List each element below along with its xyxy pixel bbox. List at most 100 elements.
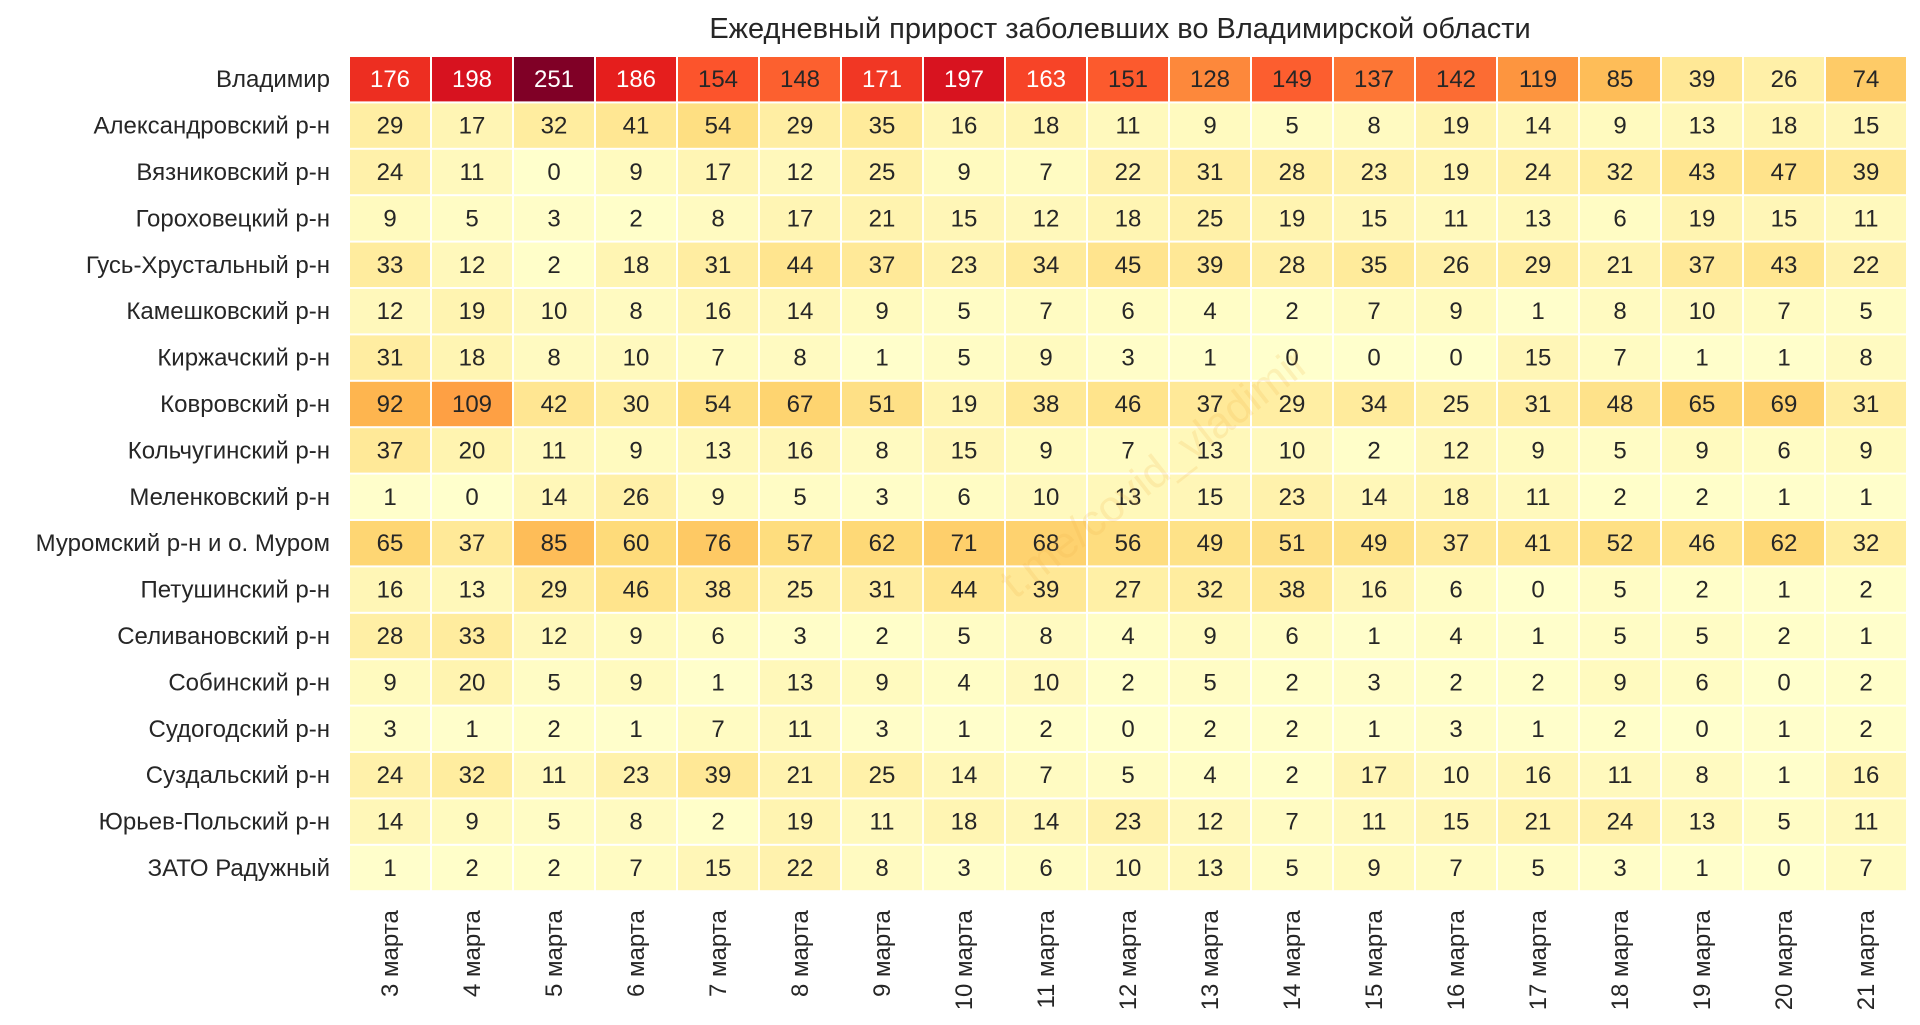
cell-value-label: 28: [377, 623, 404, 650]
cell-value-label: 2: [1367, 437, 1380, 464]
heatmap-cell: [678, 149, 758, 195]
cell-value-label: 29: [541, 577, 568, 604]
heatmap-cell: [350, 428, 430, 473]
cell-value-label: 1: [1777, 577, 1790, 604]
heatmap-cell: [1744, 57, 1824, 102]
heatmap-cell: [1088, 474, 1168, 519]
heatmap-cell: [1170, 196, 1250, 241]
heatmap-cell: [842, 845, 922, 891]
heatmap-cell: [760, 289, 840, 334]
cell-value-label: 85: [541, 530, 568, 557]
cell-value-label: 4: [957, 669, 970, 696]
cell-value-label: 2: [1859, 669, 1872, 696]
column-label: 20 марта: [1771, 910, 1798, 1011]
cell-value-label: 12: [377, 298, 404, 325]
cell-value-label: 1: [1531, 716, 1544, 743]
heatmap-cell: [1252, 242, 1332, 287]
cell-value-label: 9: [711, 484, 724, 511]
cell-value-label: 46: [623, 577, 650, 604]
cell-value-label: 25: [787, 577, 814, 604]
heatmap-cell: [1088, 381, 1168, 427]
cell-value-label: 2: [1449, 669, 1462, 696]
cell-value-label: 5: [957, 345, 970, 372]
cell-value-label: 39: [1853, 159, 1880, 186]
row-label: Ковровский р-н: [160, 391, 330, 418]
cell-value-label: 38: [1279, 577, 1306, 604]
cell-value-label: 0: [1121, 716, 1134, 743]
heatmap-cell: [1170, 706, 1250, 751]
heatmap-cell: [1170, 753, 1250, 798]
cell-value-label: 15: [951, 205, 978, 232]
heatmap-cell: [842, 428, 922, 473]
heatmap-cell: [924, 660, 1004, 705]
heatmap-cell: [1662, 335, 1742, 380]
cell-value-label: 8: [629, 809, 642, 836]
heatmap-cell: [596, 149, 676, 195]
cell-value-label: 4: [1121, 623, 1134, 650]
cell-value-label: 14: [951, 762, 978, 789]
cell-value-label: 15: [1197, 484, 1224, 511]
cell-value-label: 54: [705, 113, 732, 140]
heatmap-cell: [1252, 149, 1332, 195]
column-label: 3 марта: [377, 910, 404, 997]
column-label: 14 марта: [1279, 910, 1306, 1011]
heatmap-cell: [924, 428, 1004, 473]
cell-value-label: 19: [459, 298, 486, 325]
cell-value-label: 1: [711, 669, 724, 696]
heatmap-cell: [1826, 103, 1906, 148]
cell-value-label: 7: [1121, 437, 1134, 464]
heatmap-cell: [1006, 242, 1086, 287]
heatmap-cell: [1498, 57, 1578, 102]
heatmap-cell: [1006, 57, 1086, 102]
heatmap-cell: [842, 381, 922, 427]
cell-value-label: 14: [1361, 484, 1388, 511]
heatmap-cell: [1088, 289, 1168, 334]
cell-value-label: 251: [534, 66, 574, 93]
heatmap-cell: [1416, 149, 1496, 195]
cell-value-label: 54: [705, 391, 732, 418]
cell-value-label: 5: [465, 205, 478, 232]
cell-value-label: 31: [705, 252, 732, 279]
heatmap-cell: [1006, 799, 1086, 844]
row-label: Александровский р-н: [94, 113, 330, 140]
heatmap-cell: [1416, 428, 1496, 473]
cell-value-label: 35: [1361, 252, 1388, 279]
heatmap-cell: [1498, 335, 1578, 380]
cell-value-label: 7: [1039, 762, 1052, 789]
cell-value-label: 46: [1689, 530, 1716, 557]
cell-value-label: 32: [1607, 159, 1634, 186]
heatmap-cell: [514, 799, 594, 844]
cell-value-label: 85: [1607, 66, 1634, 93]
cell-value-label: 60: [623, 530, 650, 557]
heatmap-cell: [1826, 335, 1906, 380]
heatmap-cell: [842, 706, 922, 751]
cell-value-label: 31: [1853, 391, 1880, 418]
cell-value-label: 25: [1443, 391, 1470, 418]
heatmap-cell: [678, 706, 758, 751]
heatmap-cell: [1088, 660, 1168, 705]
cell-value-label: 12: [541, 623, 568, 650]
heatmap-cell: [1416, 474, 1496, 519]
cell-value-label: 25: [869, 762, 896, 789]
cell-value-label: 14: [787, 298, 814, 325]
cell-value-label: 9: [629, 669, 642, 696]
heatmap-cell: [432, 660, 512, 705]
cell-value-label: 22: [787, 855, 814, 882]
heatmap-cell: [1744, 289, 1824, 334]
cell-value-label: 21: [869, 205, 896, 232]
cell-value-label: 1: [1695, 345, 1708, 372]
cell-value-label: 15: [1361, 205, 1388, 232]
cell-value-label: 31: [1197, 159, 1224, 186]
cell-value-label: 24: [377, 762, 404, 789]
heatmap-cell: [1826, 845, 1906, 891]
heatmap-cell: [1006, 428, 1086, 473]
column-label: 10 марта: [951, 910, 978, 1011]
cell-value-label: 2: [1695, 577, 1708, 604]
heatmap-cell: [1580, 242, 1660, 287]
heatmap-cell: [842, 660, 922, 705]
heatmap-cell: [1006, 474, 1086, 519]
cell-value-label: 11: [542, 437, 567, 464]
chart-title: Ежедневный прирост заболевших во Владими…: [709, 13, 1530, 45]
cell-value-label: 14: [1033, 809, 1060, 836]
cell-value-label: 13: [1689, 113, 1716, 140]
